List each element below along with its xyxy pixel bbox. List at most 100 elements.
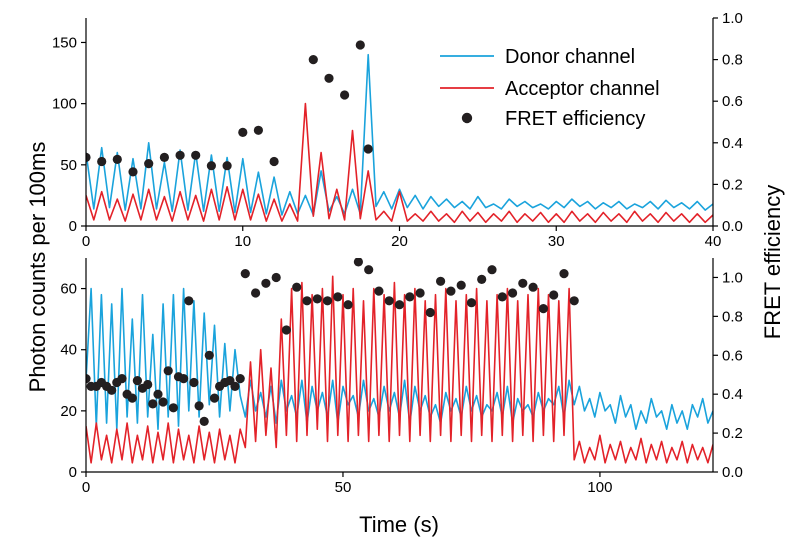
fret-point [308,55,318,65]
fret-point [507,288,518,298]
fret-point [355,40,365,50]
fret-point [425,307,435,318]
fret-point [261,278,271,288]
x-tick-label: 100 [587,479,612,496]
y2-tick-label: 0.2 [722,176,743,193]
fret-point [132,376,142,386]
legend-acceptor-label: Acceptor channel [505,78,660,100]
fret-point [405,292,415,302]
donor-series-line [86,287,713,431]
fret-point [143,379,153,390]
fret-point [86,374,91,384]
x-axis-label: Time (s) [359,512,439,537]
x-tick-label: 0 [82,233,90,250]
fret-point [340,90,350,100]
fret-point [569,296,579,306]
fret-point [271,272,281,283]
fret-point [107,385,117,395]
y2-tick-label: 1.0 [722,10,743,27]
x-tick-label: 10 [234,233,251,250]
fret-point [148,399,158,409]
fret-point [353,258,363,267]
fret-point [127,393,137,403]
fret-point [240,269,250,279]
acceptor-series-line [86,102,713,224]
y-tick-label: 40 [60,342,77,359]
fret-point [163,366,173,376]
y-axis-label: Photon counts per 100ms [25,142,50,393]
fret-point [253,125,263,135]
x-tick-label: 40 [705,233,722,250]
fret-point [189,377,199,388]
y2-tick-label: 0.6 [722,93,743,110]
fret-point [235,374,245,384]
y-tick-label: 0 [69,464,77,481]
fret-point [204,350,214,360]
fret-point [446,286,456,296]
legend-donor-label: Donor channel [505,46,635,68]
fret-point [159,152,169,162]
fret-point [415,288,425,298]
fret-point [222,161,232,171]
fret-point [281,325,291,335]
fret-point [175,150,185,160]
y-tick-label: 100 [52,96,77,113]
fret-point [466,298,477,308]
fret-point [153,389,163,399]
fret-point [86,152,91,162]
fret-point [333,292,343,302]
fret-point [538,304,549,314]
fret-point [112,154,122,164]
fret-point [477,274,487,284]
fret-point [528,282,538,292]
fret-point [322,296,333,306]
x-tick-label: 50 [335,479,352,496]
y2-tick-label: 0.8 [722,308,743,325]
fret-point [292,282,302,292]
fret-point [194,401,204,411]
donor-series-line [86,53,713,216]
fret-point [179,374,189,384]
fret-point [518,278,528,288]
fret-point [456,280,466,290]
fret-point [158,397,168,407]
y2-tick-label: 0.0 [722,464,743,481]
fret-point [364,265,374,275]
plot-area [86,258,713,464]
y-tick-label: 20 [60,403,77,420]
fret-point [487,265,497,275]
fret-point [549,290,559,300]
fret-point [191,150,201,160]
fret-point [199,416,209,426]
legend-fret-marker [461,112,473,124]
fret-point [312,294,322,304]
y2-tick-label: 0.2 [722,425,743,442]
fret-point [324,73,334,83]
fret-point [384,296,394,306]
plot-area [86,40,713,224]
fret-point [206,161,216,171]
fret-point [117,374,127,384]
legend-fret-label: FRET efficiency [505,108,645,130]
y2-tick-label: 0.8 [722,52,743,69]
fret-point [128,167,138,177]
y-tick-label: 150 [52,34,77,51]
fret-point [497,292,507,302]
top-panel: 0 10 20 30 40 0 50 100 150 0.0 0.2 0.4 0.6 0.8 1.0 [52,10,743,250]
fret-point [238,127,248,137]
x-tick-label: 30 [548,233,565,250]
fret-point [168,403,178,413]
fret-point [374,286,384,296]
y2-tick-label: 0.6 [722,347,743,364]
fret-point [363,144,373,154]
fret-point [559,269,569,279]
fret-point [302,296,312,306]
y-tick-label: 50 [60,157,77,174]
fret-point [251,288,261,298]
fret-point [269,156,279,167]
y2-tick-label: 0.4 [722,386,743,403]
legend: Donor channel Acceptor channel FRET effi… [440,46,660,130]
fret-point [184,296,194,306]
x-tick-label: 20 [391,233,408,250]
y2-axis-label: FRET efficiency [760,185,785,339]
